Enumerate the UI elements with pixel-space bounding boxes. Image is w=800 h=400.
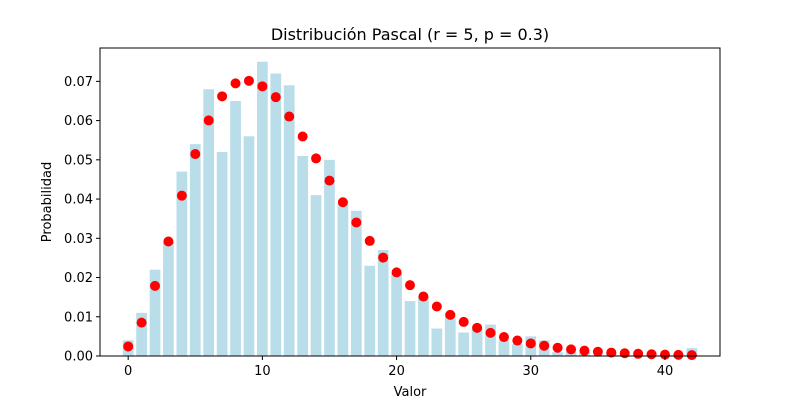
data-point bbox=[686, 350, 697, 361]
bar bbox=[283, 85, 295, 356]
y-axis-label: Probabilidad bbox=[40, 162, 55, 242]
bar bbox=[149, 269, 161, 356]
x-tick-label: 30 bbox=[523, 364, 540, 379]
data-point bbox=[270, 92, 281, 103]
bar bbox=[458, 332, 470, 356]
data-point bbox=[512, 335, 523, 346]
x-axis-label: Valor bbox=[394, 385, 427, 400]
data-point bbox=[592, 346, 603, 357]
data-point bbox=[539, 340, 550, 351]
bar bbox=[498, 340, 510, 356]
bar-series bbox=[122, 61, 698, 357]
data-point bbox=[297, 131, 308, 142]
data-point bbox=[418, 291, 429, 302]
y-tick-label: 0.06 bbox=[64, 114, 93, 129]
x-tick-label: 40 bbox=[657, 364, 674, 379]
data-point bbox=[150, 280, 161, 291]
data-point bbox=[351, 217, 362, 228]
bar bbox=[377, 250, 389, 356]
bar bbox=[552, 352, 563, 356]
data-point bbox=[391, 267, 402, 278]
bar bbox=[297, 155, 309, 356]
data-point bbox=[405, 280, 415, 291]
bar bbox=[391, 273, 402, 356]
bar bbox=[136, 312, 147, 356]
bar bbox=[270, 73, 282, 357]
data-point bbox=[230, 78, 241, 89]
data-point bbox=[659, 349, 670, 360]
y-tick-label: 0.00 bbox=[64, 350, 93, 365]
data-point bbox=[606, 347, 617, 358]
data-point bbox=[485, 327, 496, 338]
data-point bbox=[445, 309, 456, 320]
data-point bbox=[337, 197, 348, 208]
bar bbox=[350, 210, 362, 356]
bar bbox=[189, 144, 201, 356]
bar bbox=[230, 100, 241, 356]
bar bbox=[243, 136, 255, 356]
y-axis: 0.00 0.01 0.02 0.03 0.04 0.05 0.06 0.07 bbox=[64, 75, 100, 365]
y-tick-label: 0.03 bbox=[64, 232, 93, 247]
x-tick-label: 20 bbox=[388, 364, 405, 379]
y-tick-label: 0.07 bbox=[64, 75, 93, 90]
data-point bbox=[190, 149, 201, 160]
data-point bbox=[498, 332, 509, 343]
bar bbox=[471, 328, 483, 356]
bar bbox=[444, 312, 456, 356]
data-point bbox=[525, 338, 536, 349]
data-point bbox=[311, 153, 322, 164]
y-tick-label: 0.05 bbox=[64, 153, 93, 168]
bar bbox=[485, 324, 496, 356]
data-point bbox=[646, 349, 657, 360]
bar bbox=[511, 344, 523, 356]
data-point bbox=[136, 317, 147, 328]
data-point bbox=[472, 322, 483, 333]
bar bbox=[418, 297, 429, 356]
bar bbox=[310, 195, 322, 356]
x-tick-label: 0 bbox=[124, 364, 132, 379]
data-point bbox=[552, 342, 563, 353]
y-tick-label: 0.02 bbox=[64, 271, 93, 286]
data-point bbox=[324, 175, 335, 186]
data-point bbox=[123, 341, 134, 352]
scatter-series bbox=[123, 75, 697, 361]
data-point bbox=[673, 349, 684, 360]
data-point bbox=[203, 115, 214, 126]
data-point bbox=[163, 236, 174, 247]
data-point bbox=[458, 316, 469, 327]
y-tick-label: 0.04 bbox=[64, 193, 93, 208]
data-point bbox=[257, 81, 268, 92]
data-point bbox=[431, 301, 442, 312]
bar bbox=[163, 242, 174, 356]
data-point bbox=[176, 190, 187, 201]
data-point bbox=[364, 235, 375, 246]
data-point bbox=[619, 348, 630, 359]
y-tick-label: 0.01 bbox=[64, 310, 93, 325]
data-point bbox=[579, 345, 590, 356]
chart-title: Distribución Pascal (r = 5, p = 0.3) bbox=[271, 25, 549, 44]
bar bbox=[203, 89, 215, 356]
data-point bbox=[566, 344, 577, 355]
bar bbox=[364, 265, 376, 356]
x-tick-label: 10 bbox=[254, 364, 271, 379]
bar bbox=[216, 151, 228, 356]
bar bbox=[431, 328, 443, 356]
data-point bbox=[633, 348, 644, 359]
data-point bbox=[217, 91, 228, 102]
plot-frame bbox=[99, 47, 721, 357]
data-point bbox=[378, 252, 389, 263]
bar bbox=[257, 61, 268, 356]
x-axis: 0 10 20 30 40 bbox=[124, 356, 673, 379]
bar bbox=[337, 202, 349, 356]
bar bbox=[324, 159, 335, 356]
bar bbox=[176, 171, 188, 356]
data-point bbox=[243, 75, 254, 86]
data-point bbox=[284, 111, 295, 122]
bar bbox=[404, 301, 416, 356]
